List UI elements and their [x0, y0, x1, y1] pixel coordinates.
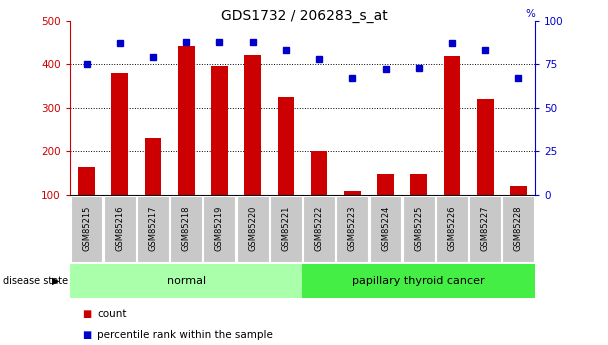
Bar: [403, 196, 435, 262]
Bar: [510, 186, 527, 195]
Bar: [344, 191, 361, 195]
Text: GDS1732 / 206283_s_at: GDS1732 / 206283_s_at: [221, 9, 387, 23]
Text: GSM85217: GSM85217: [148, 206, 157, 251]
Text: GSM85218: GSM85218: [182, 206, 191, 251]
Text: ▶: ▶: [52, 276, 59, 286]
Bar: [370, 196, 401, 262]
Text: GSM85224: GSM85224: [381, 206, 390, 251]
Bar: [469, 196, 501, 262]
Bar: [410, 174, 427, 195]
Text: disease state: disease state: [3, 276, 68, 286]
Bar: [211, 66, 228, 195]
Bar: [170, 196, 202, 262]
Bar: [178, 46, 195, 195]
Bar: [70, 264, 302, 298]
Text: GSM85226: GSM85226: [447, 206, 457, 251]
Text: papillary thyroid cancer: papillary thyroid cancer: [353, 276, 485, 286]
Bar: [145, 138, 161, 195]
Text: normal: normal: [167, 276, 206, 286]
Bar: [477, 99, 494, 195]
Text: GSM85216: GSM85216: [116, 206, 124, 251]
Text: GSM85219: GSM85219: [215, 206, 224, 251]
Text: GSM85221: GSM85221: [282, 206, 291, 251]
Text: GSM85225: GSM85225: [414, 206, 423, 251]
Bar: [244, 55, 261, 195]
Bar: [444, 56, 460, 195]
Bar: [377, 174, 394, 195]
Bar: [311, 151, 327, 195]
Bar: [502, 196, 534, 262]
Text: GSM85228: GSM85228: [514, 206, 523, 251]
Bar: [303, 196, 335, 262]
Text: ■: ■: [82, 309, 91, 319]
Bar: [71, 196, 103, 262]
Text: GSM85223: GSM85223: [348, 206, 357, 251]
Bar: [204, 196, 235, 262]
Bar: [436, 196, 468, 262]
Text: GSM85222: GSM85222: [314, 206, 323, 251]
Bar: [237, 196, 269, 262]
Text: count: count: [97, 309, 127, 319]
Bar: [137, 196, 169, 262]
Bar: [302, 264, 535, 298]
Text: GSM85227: GSM85227: [481, 206, 489, 251]
Text: ■: ■: [82, 330, 91, 339]
Bar: [270, 196, 302, 262]
Text: %: %: [525, 9, 535, 19]
Text: GSM85215: GSM85215: [82, 206, 91, 251]
Bar: [104, 196, 136, 262]
Text: GSM85220: GSM85220: [248, 206, 257, 251]
Text: percentile rank within the sample: percentile rank within the sample: [97, 330, 273, 339]
Bar: [78, 167, 95, 195]
Bar: [336, 196, 368, 262]
Bar: [111, 73, 128, 195]
Bar: [278, 97, 294, 195]
